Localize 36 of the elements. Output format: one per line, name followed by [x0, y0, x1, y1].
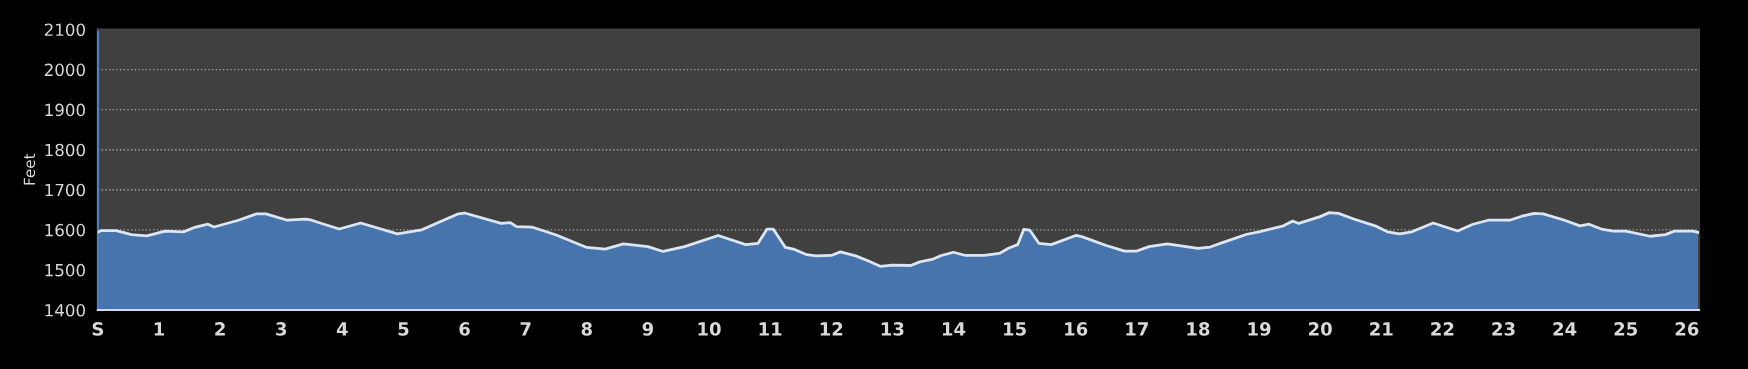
y-tick-label: 1800 — [45, 143, 85, 157]
y-tick-label: 1700 — [45, 183, 85, 197]
x-tick-label: 13 — [881, 322, 904, 336]
y-tick-label: 2100 — [44, 23, 85, 37]
x-tick-label: 5 — [398, 322, 409, 336]
x-tick-label: 22 — [1431, 322, 1454, 336]
x-tick-label: 12 — [820, 322, 843, 336]
x-tick-label: 17 — [1126, 322, 1148, 336]
x-tick-label: S — [92, 322, 104, 336]
y-tick-label: 1900 — [45, 103, 85, 117]
x-tick-label: 7 — [520, 322, 531, 336]
x-tick-label: 23 — [1492, 322, 1515, 336]
x-tick-label: 21 — [1370, 322, 1393, 336]
x-tick-label: 19 — [1248, 322, 1271, 336]
y-tick-label: 2000 — [44, 63, 85, 77]
x-tick-label: 15 — [1004, 322, 1026, 336]
y-tick-label: 1400 — [45, 303, 85, 317]
x-tick-label: 2 — [215, 322, 225, 336]
x-tick-label: 25 — [1614, 322, 1638, 336]
y-tick-label: 1600 — [45, 223, 85, 237]
x-tick-label: 14 — [942, 322, 966, 336]
x-tick-label: 24 — [1553, 322, 1577, 336]
y-axis-title: Feet — [23, 153, 36, 185]
x-tick-label: 9 — [642, 322, 654, 336]
x-tick-label: 4 — [336, 322, 348, 336]
y-tick-label: 1500 — [45, 263, 85, 277]
x-tick-label: 18 — [1187, 322, 1210, 336]
x-tick-label: 10 — [698, 322, 721, 336]
x-tick-label: 3 — [276, 322, 287, 336]
x-tick-label: 8 — [581, 322, 592, 336]
x-tick-label: 16 — [1065, 322, 1088, 336]
x-tick-label: 6 — [459, 322, 470, 336]
x-tick-label: 20 — [1309, 322, 1332, 336]
x-tick-label: 26 — [1675, 322, 1699, 336]
x-tick-label: 1 — [154, 322, 165, 336]
x-tick-label: 11 — [759, 322, 782, 336]
